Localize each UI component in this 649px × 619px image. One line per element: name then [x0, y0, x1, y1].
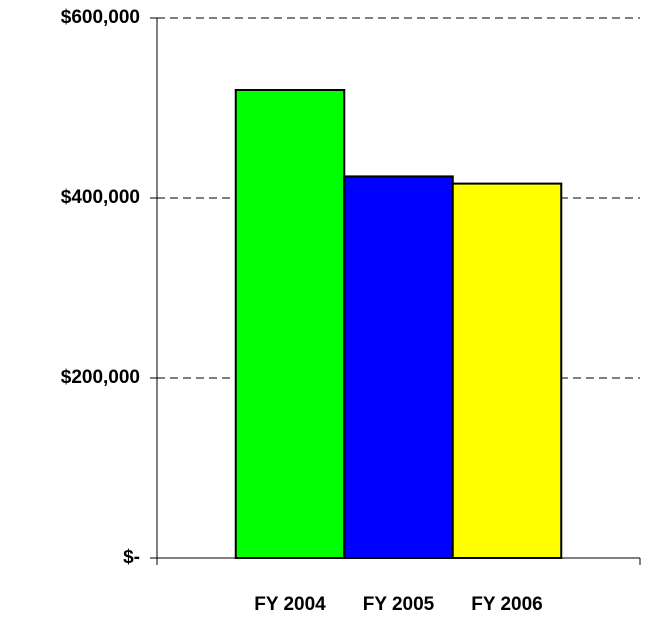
bar	[234, 89, 346, 559]
x-tick-label: FY 2004	[254, 594, 326, 615]
y-tick-label: $600,000	[61, 7, 140, 28]
y-tick-label: $200,000	[61, 367, 140, 388]
bar	[451, 182, 563, 559]
y-tick-label: $400,000	[61, 187, 140, 208]
bar	[343, 175, 454, 559]
x-tick-label: FY 2006	[471, 594, 542, 615]
x-tick-label: FY 2005	[363, 594, 435, 615]
y-tick-label: $-	[123, 547, 140, 568]
